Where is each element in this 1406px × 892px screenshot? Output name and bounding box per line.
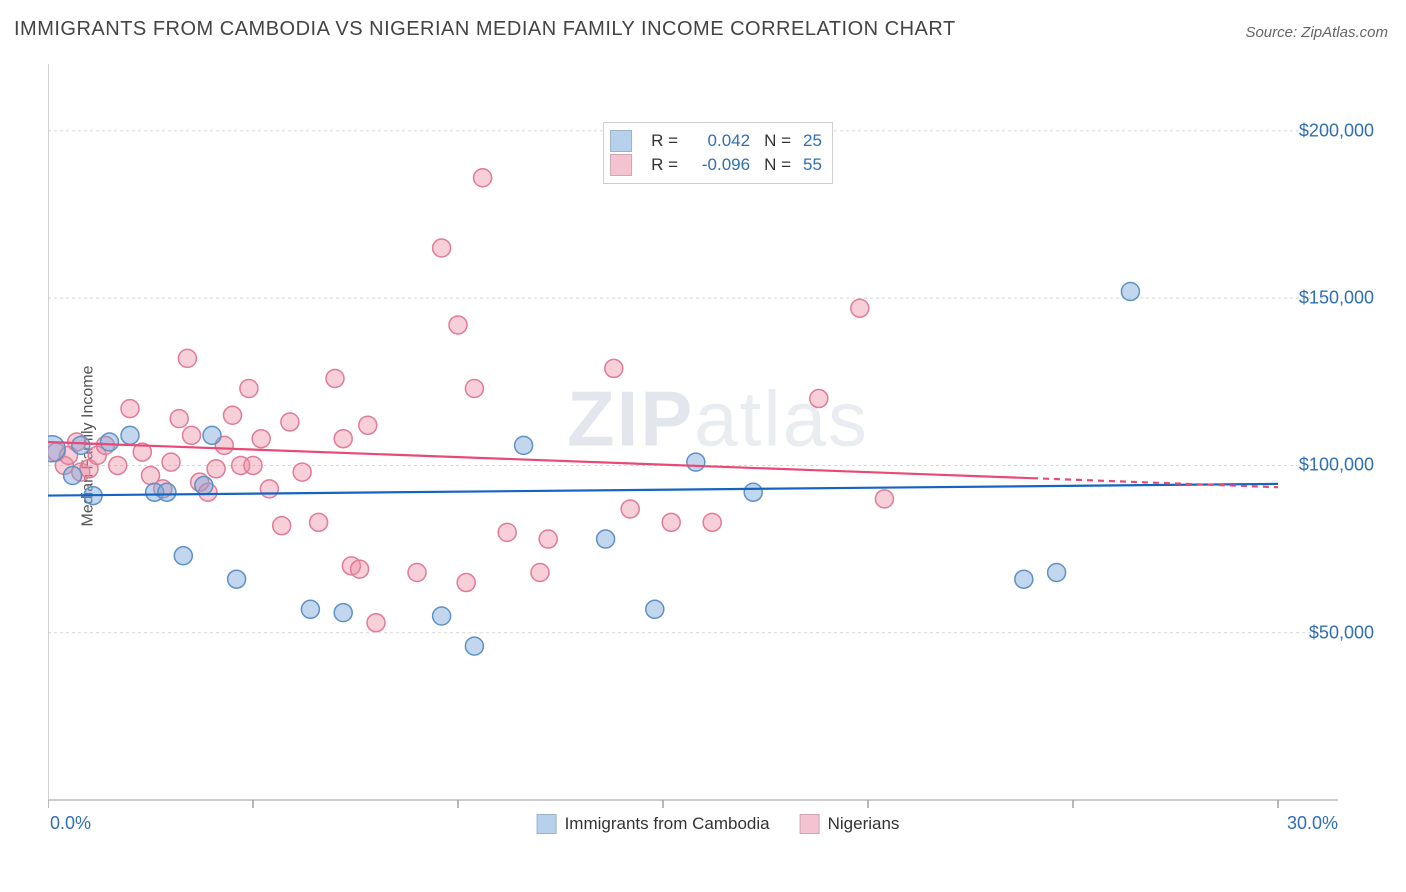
- y-tick-label: $200,000: [1299, 120, 1374, 141]
- x-tick-label: 0.0%: [50, 813, 91, 834]
- legend-label: Nigerians: [828, 814, 900, 834]
- correlation-legend: R = 0.042 N = 25 R = -0.096 N = 55: [603, 122, 833, 184]
- legend-item: Nigerians: [800, 814, 900, 834]
- x-tick-label: 30.0%: [1287, 813, 1338, 834]
- stat-r-value: -0.096: [686, 153, 750, 177]
- stat-n-label: N =: [764, 129, 791, 153]
- stat-r-value: 0.042: [686, 129, 750, 153]
- y-tick-label: $100,000: [1299, 455, 1374, 476]
- legend-item: Immigrants from Cambodia: [537, 814, 770, 834]
- legend-swatch: [610, 154, 632, 176]
- stat-n-value: 55: [803, 153, 822, 177]
- legend-label: Immigrants from Cambodia: [565, 814, 770, 834]
- plot-area: ZIPatlas R = 0.042 N = 25 R = -0.096 N =…: [48, 60, 1388, 840]
- stat-row: R = -0.096 N = 55: [610, 153, 822, 177]
- stat-n-value: 25: [803, 129, 822, 153]
- stat-n-label: N =: [764, 153, 791, 177]
- stat-row: R = 0.042 N = 25: [610, 129, 822, 153]
- chart-title: IMMIGRANTS FROM CAMBODIA VS NIGERIAN MED…: [14, 18, 956, 41]
- source-credit: Source: ZipAtlas.com: [1245, 24, 1388, 41]
- stat-r-label: R =: [644, 153, 678, 177]
- stat-r-label: R =: [644, 129, 678, 153]
- legend-swatch: [537, 814, 557, 834]
- y-tick-label: $50,000: [1309, 622, 1374, 643]
- bottom-legend: Immigrants from Cambodia Nigerians: [537, 814, 900, 834]
- legend-swatch: [610, 130, 632, 152]
- y-tick-label: $150,000: [1299, 288, 1374, 309]
- legend-swatch: [800, 814, 820, 834]
